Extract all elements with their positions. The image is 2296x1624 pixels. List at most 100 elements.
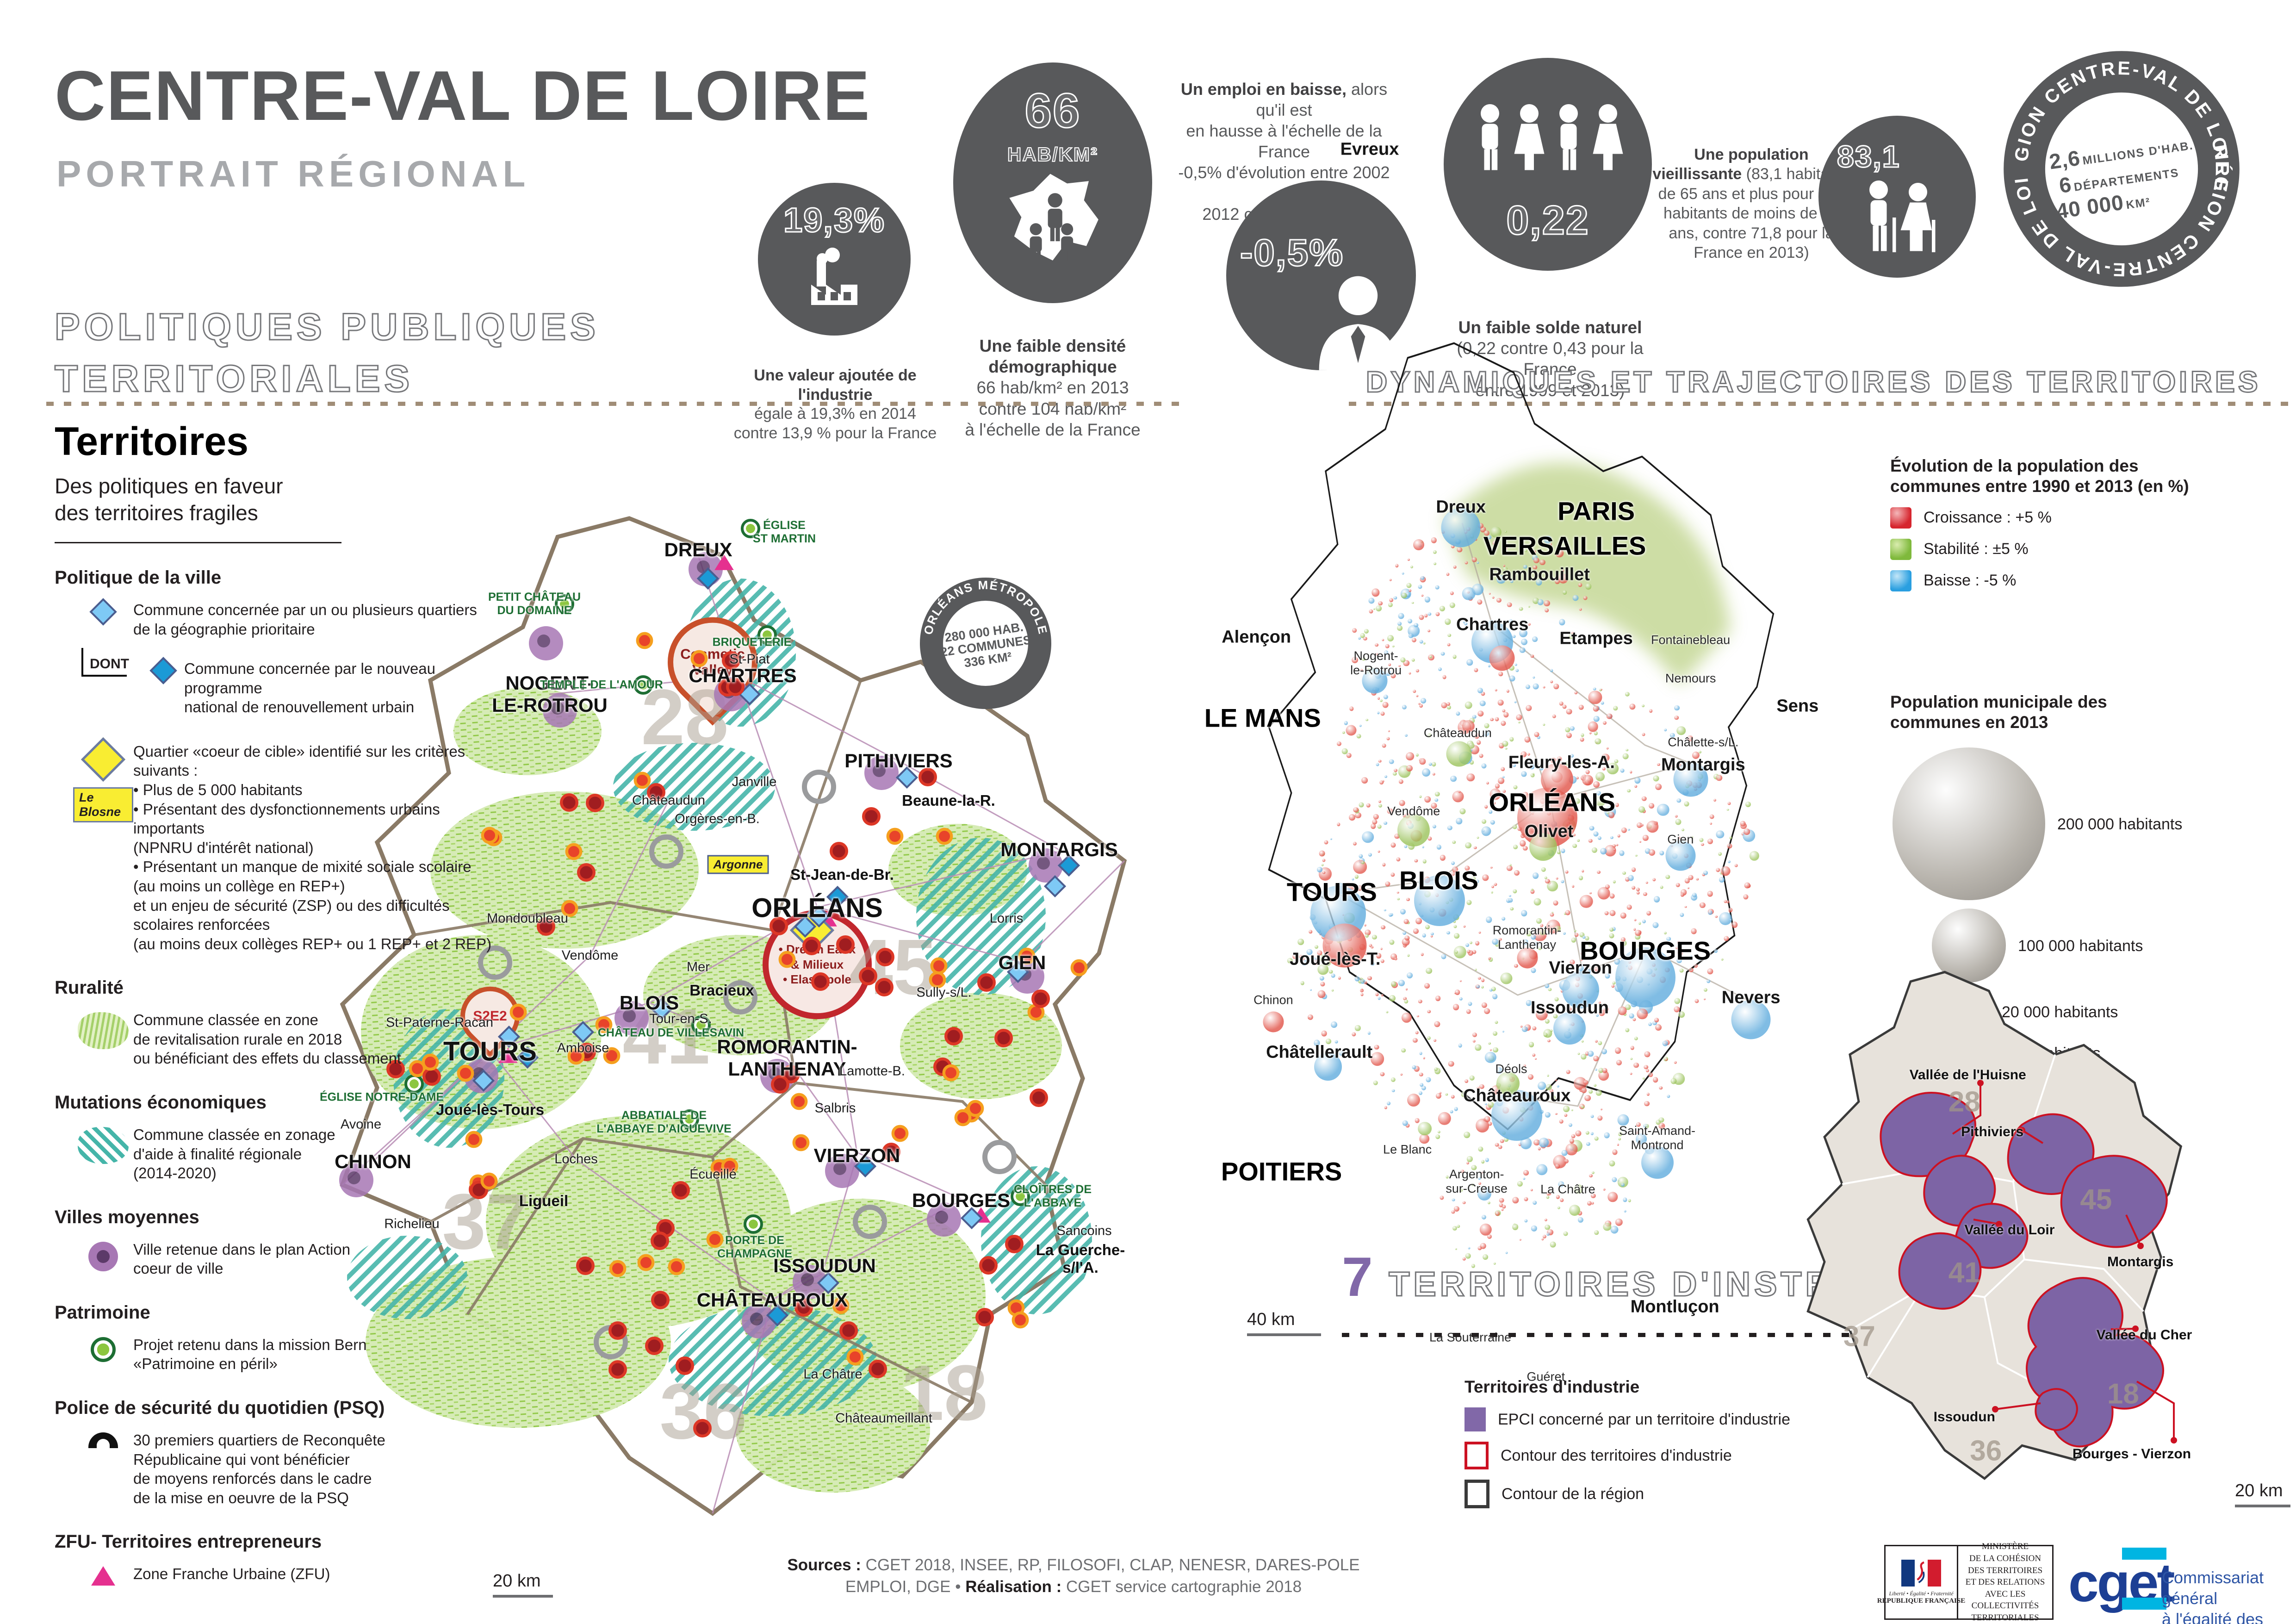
- population-dot: [1500, 1139, 1504, 1143]
- population-dot: [1387, 1101, 1390, 1105]
- population-dot: [1439, 606, 1445, 612]
- population-dot: [1553, 684, 1559, 689]
- population-dot: [1364, 981, 1367, 984]
- population-dot: [1479, 753, 1483, 758]
- population-dot: [1545, 1112, 1551, 1118]
- population-dot: [1413, 928, 1419, 934]
- population-dot: [1625, 877, 1630, 882]
- msp-marker: [778, 951, 796, 968]
- population-dot: [1353, 807, 1359, 813]
- population-dot: [1492, 938, 1499, 945]
- population-dot: [1564, 1114, 1568, 1117]
- population-dot: [1577, 839, 1580, 842]
- population-dot: [1530, 654, 1534, 658]
- population-dot: [1703, 871, 1708, 875]
- cget-bar-bottom: [2122, 1598, 2166, 1610]
- population-dot: [1561, 569, 1564, 572]
- population-dot: [1545, 1019, 1550, 1024]
- population-dot: [1574, 929, 1576, 932]
- ministry-name: MINISTÈRE DE LA COHÉSION DES TERRITOIRES…: [1965, 1542, 2045, 1623]
- population-dot: [1431, 803, 1437, 809]
- population-dot: [1484, 723, 1489, 728]
- population-dot: [1495, 1020, 1498, 1024]
- population-dot: [1425, 924, 1430, 929]
- population-dot: [1378, 850, 1380, 853]
- population-dot: [1355, 1025, 1361, 1031]
- population-dot: [1527, 1074, 1533, 1080]
- population-dot: [1381, 994, 1384, 996]
- msap-marker: [577, 863, 596, 882]
- population-dot: [1641, 796, 1647, 801]
- population-dot: [1360, 993, 1364, 996]
- legend-population-title: Population municipale des communes en 20…: [1890, 692, 2107, 732]
- population-dot: [1512, 764, 1516, 767]
- population-dot: [1462, 1201, 1466, 1205]
- map-city-label: Saint-Amand- Montrond: [1619, 1124, 1696, 1152]
- ville-moyenne-marker: [543, 693, 577, 728]
- population-dot: [1620, 768, 1625, 773]
- population-dot: [1715, 915, 1718, 918]
- population-dot: [1495, 689, 1497, 691]
- map-city-label: Amboise: [557, 1040, 609, 1056]
- map-city-label: Châlette-s/L.: [1668, 735, 1739, 749]
- population-dot: [1383, 694, 1389, 699]
- population-dot: [1688, 967, 1694, 973]
- population-dot: [1453, 566, 1457, 569]
- population-dot: [1572, 833, 1576, 836]
- population-dot: [1606, 747, 1609, 750]
- msp-marker: [668, 1258, 685, 1276]
- population-dot: [1489, 1049, 1492, 1052]
- population-dot: [1568, 633, 1574, 639]
- population-dot: [1539, 766, 1544, 771]
- population-dot: [1514, 870, 1520, 876]
- population-dot: [1330, 838, 1333, 840]
- population-dot: [1322, 859, 1326, 862]
- population-dot: [1514, 701, 1517, 703]
- population-dot: [1595, 772, 1605, 782]
- population-dot: [1562, 704, 1567, 709]
- population-dot: [1434, 811, 1437, 815]
- population-dot: [1402, 1120, 1408, 1126]
- population-dot: [1437, 1130, 1440, 1133]
- population-dot: [1621, 1182, 1625, 1187]
- population-dot: [1578, 875, 1583, 880]
- map-city-label: Lamotte-B.: [839, 1064, 905, 1079]
- map-city-label: LE MANS: [1204, 703, 1321, 733]
- population-dot: [1402, 704, 1407, 710]
- region-contour-label: Contour de la région: [1502, 1485, 1644, 1503]
- population-dot: [1509, 675, 1515, 682]
- population-dot: [1520, 840, 1526, 847]
- multi-dispositif-marker: [723, 980, 757, 1014]
- map-city-label: Beaune-la-R.: [902, 792, 995, 809]
- population-dot: [1315, 945, 1319, 949]
- population-dot: [1501, 721, 1506, 726]
- france-flag-icon: [1901, 1560, 1942, 1587]
- population-dot: [1533, 550, 1536, 554]
- population-dot: [1322, 871, 1326, 874]
- map-city-label: Richelieu: [384, 1216, 440, 1232]
- population-dot: [1700, 902, 1706, 908]
- population-dot: [1543, 686, 1545, 689]
- population-dot: [1680, 968, 1684, 973]
- population-dot: [1533, 683, 1539, 690]
- map-city-label: Joué-lès-Tours: [435, 1101, 545, 1118]
- population-dot: [1481, 1160, 1485, 1164]
- population-dot: [1389, 579, 1392, 581]
- psq-label: 30 premiers quartiers de Reconquête Répu…: [133, 1431, 385, 1506]
- population-dot: [1353, 860, 1367, 874]
- population-dot: [1416, 669, 1419, 672]
- population-dot: [1581, 792, 1588, 799]
- population-dot: [1435, 585, 1440, 590]
- population-dot: [1382, 780, 1384, 783]
- legend-evolution-label: Stabilité : ±5 %: [1924, 540, 2029, 558]
- population-dot: [1421, 576, 1425, 580]
- legend-industry: Territoires d'industrie EPCI concerné pa…: [1464, 1377, 1816, 1518]
- population-dot: [1574, 691, 1578, 695]
- population-dot: [1565, 870, 1569, 874]
- population-dot: [1613, 880, 1616, 884]
- population-dot: [1349, 706, 1354, 711]
- legend-evolution-title: Évolution de la population des communes …: [1890, 456, 2189, 496]
- population-dot: [1638, 922, 1641, 925]
- population-dot: [1492, 994, 1498, 1000]
- population-dot: [1509, 737, 1514, 741]
